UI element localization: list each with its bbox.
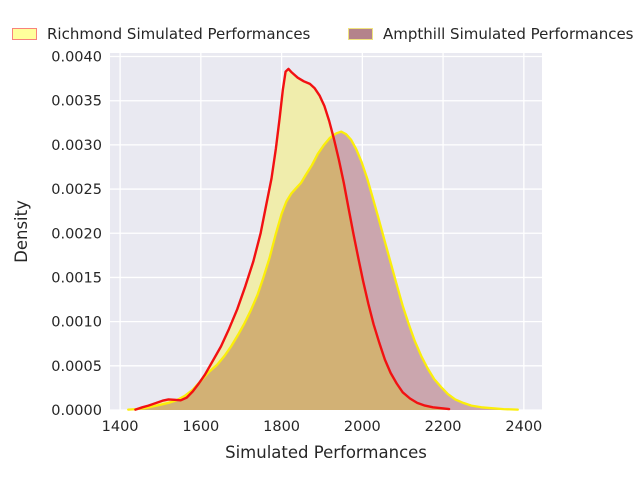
y-tick-label: 0.0025 — [51, 182, 102, 198]
y-tick-label: 0.0010 — [51, 315, 102, 331]
x-tick-label: 2400 — [505, 419, 542, 435]
richmond-curve — [134, 67, 451, 411]
y-tick-label: 0.0015 — [51, 270, 102, 286]
x-axis-label: Simulated Performances — [225, 443, 427, 462]
overlap-area — [135, 131, 450, 410]
legend-item-richmond: Richmond Simulated Performances — [12, 21, 310, 47]
x-tick-label: 1800 — [263, 419, 300, 435]
legend-swatch-ampthill — [348, 28, 373, 40]
y-axis-label: Density — [12, 200, 31, 263]
x-tick-label: 2000 — [344, 419, 381, 435]
x-tick-label: 1600 — [182, 419, 219, 435]
x-tick-label: 1400 — [102, 419, 139, 435]
legend-label-ampthill: Ampthill Simulated Performances — [383, 25, 634, 43]
y-tick-label: 0.0035 — [51, 94, 102, 110]
y-tick-label: 0.0005 — [51, 359, 102, 375]
legend-label-richmond: Richmond Simulated Performances — [47, 25, 311, 43]
x-tick-label: 2200 — [425, 419, 462, 435]
y-tick-label: 0.0030 — [51, 138, 102, 154]
y-tick-label: 0.0020 — [51, 226, 102, 242]
y-tick-label: 0.0040 — [51, 50, 102, 66]
legend-swatch-richmond — [12, 28, 37, 40]
legend: Richmond Simulated Performances Ampthill… — [0, 21, 640, 47]
y-tick-label: 0.0000 — [51, 403, 102, 419]
legend-item-ampthill: Ampthill Simulated Performances — [348, 21, 634, 47]
